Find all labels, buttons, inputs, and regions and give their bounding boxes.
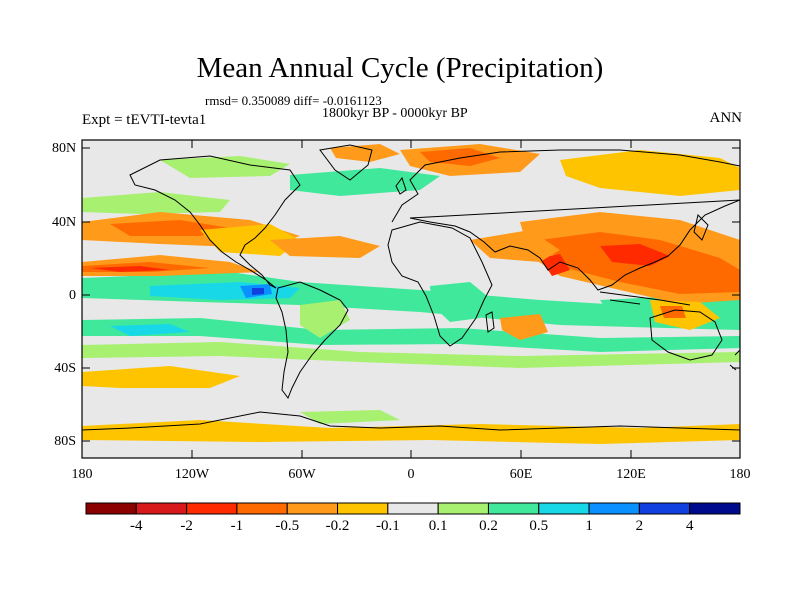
colorbar-swatch-10 xyxy=(588,502,640,515)
lon-label-180w: 180 xyxy=(71,467,93,482)
coast-madagascar xyxy=(485,311,495,333)
colorbar-label: -4 xyxy=(130,518,143,534)
coast-japan xyxy=(693,214,709,241)
chart-title: Mean Annual Cycle (Precipitation) xyxy=(196,52,604,84)
coast-greenland xyxy=(319,144,373,181)
southern-band-positive xyxy=(82,318,740,352)
southern-africa-drying xyxy=(500,314,548,340)
north-america-drying xyxy=(200,224,300,256)
southern-band-cyan xyxy=(110,324,190,336)
north-pacific-drying-core xyxy=(110,220,230,236)
colorbar-swatch-7 xyxy=(437,502,489,515)
australia-drying-core xyxy=(660,306,686,318)
colorbar-swatch-11 xyxy=(638,502,691,515)
colorbar-label: 1 xyxy=(585,518,593,534)
precip-field xyxy=(82,140,740,458)
colorbar-label: -2 xyxy=(180,518,193,534)
colorbar-label: -0.5 xyxy=(275,518,300,534)
colorbar-swatch-12 xyxy=(689,502,741,515)
colorbar-label: 2 xyxy=(635,518,644,534)
asia-monsoon-strong-drying xyxy=(600,244,670,266)
lon-label-60e: 60E xyxy=(509,467,533,482)
lon-label-120w: 120W xyxy=(174,467,210,482)
season-label: ANN xyxy=(709,110,743,126)
colorbar-swatch-1 xyxy=(135,502,188,515)
colorbar xyxy=(85,502,741,515)
colorbar-label: -1 xyxy=(230,518,244,534)
colorbar-label: 0.5 xyxy=(529,518,549,534)
coast-british-isles xyxy=(395,176,407,195)
axis-ticks xyxy=(82,140,740,458)
southern-band-light-green xyxy=(82,342,740,368)
colorbar-label: 0.1 xyxy=(428,518,448,534)
coast-africa xyxy=(387,221,493,347)
colorbar-swatch-3 xyxy=(236,502,288,515)
coast-indonesia xyxy=(599,291,691,306)
north-america-light-green xyxy=(160,156,290,178)
colorbar-swatch-8 xyxy=(487,502,540,515)
lat-label-40n: 40N xyxy=(52,215,77,230)
lon-label-120e: 120E xyxy=(616,467,646,482)
colorbar-label: 4 xyxy=(685,518,694,534)
experiment-label: Expt = tEVTI-tevta1 xyxy=(82,112,207,128)
pacific-itcz-strong-drying xyxy=(90,266,170,272)
lat-label-80s: 80S xyxy=(54,434,76,449)
coastlines xyxy=(82,144,740,431)
colorbar-swatch-5 xyxy=(337,502,389,515)
lon-label-0: 0 xyxy=(407,467,415,482)
coast-eurasia xyxy=(391,149,740,291)
coast-north-america xyxy=(129,155,301,289)
colorbar-swatch-9 xyxy=(538,502,590,515)
southern-ocean-drying xyxy=(82,366,240,388)
south-america-positive xyxy=(300,300,350,338)
colorbar-label: -0.2 xyxy=(325,518,350,534)
indian-ocean-drying xyxy=(470,230,560,262)
arctic-drying xyxy=(560,150,740,196)
period-text: 1800kyr BP - 0000kyr BP xyxy=(322,106,468,121)
colorbar-swatch-0 xyxy=(85,502,137,515)
coast-antarctica xyxy=(82,411,740,431)
colorbar-swatch-4 xyxy=(286,502,339,515)
lon-label-180e: 180 xyxy=(729,467,751,482)
colorbar-label: -0.1 xyxy=(375,518,400,534)
stats-text: rmsd= 0.350089 diff= -0.0161123 xyxy=(205,93,382,108)
colorbar-swatch-2 xyxy=(186,502,238,515)
antarctic-light-green xyxy=(300,410,400,424)
north-pacific-light-green xyxy=(82,192,230,214)
antarctic-drying xyxy=(82,420,740,444)
atlantic-drying xyxy=(270,236,380,258)
northern-mid-lat-green xyxy=(290,168,440,196)
greenland-drying xyxy=(330,144,400,162)
lon-label-60w: 60W xyxy=(288,467,316,482)
africa-positive xyxy=(430,282,492,322)
colorbar-swatch-6 xyxy=(387,502,439,515)
coast-south-america xyxy=(275,281,349,400)
enhanced-rain-east-pacific-core xyxy=(252,288,264,295)
colorbar-label: 0.2 xyxy=(479,518,498,534)
coast-australia xyxy=(649,309,723,361)
lat-label-80n: 80N xyxy=(52,141,77,156)
lat-label-0: 0 xyxy=(69,288,76,303)
lat-label-40s: 40S xyxy=(54,361,76,376)
